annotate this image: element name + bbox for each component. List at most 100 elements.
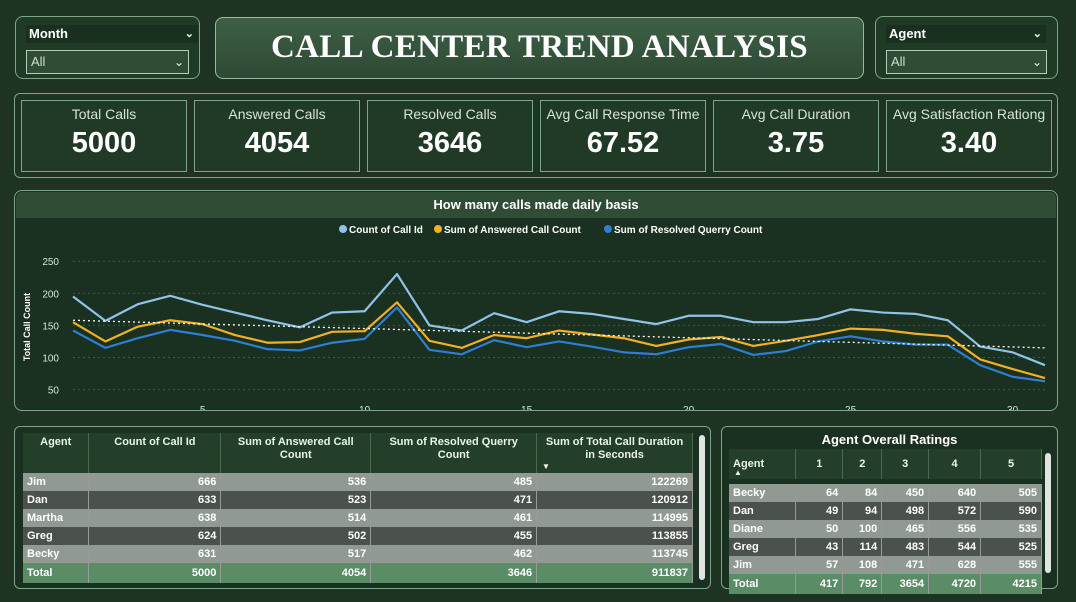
sort-ascending-icon[interactable]: ▲ (734, 468, 742, 477)
table-cell: 523 (220, 491, 372, 509)
table-scrollbar[interactable] (1045, 453, 1051, 573)
agent-dropdown[interactable]: All ⌄ (886, 50, 1047, 74)
table-cell: 94 (842, 502, 883, 520)
table-cell: 50 (795, 520, 844, 538)
chevron-down-icon[interactable]: ⌄ (1031, 55, 1042, 69)
table-cell: 57 (795, 556, 844, 574)
ratings-table-title: Agent Overall Ratings (821, 432, 958, 447)
column-header[interactable]: 5 (980, 449, 1042, 479)
table-row[interactable]: Greg 624 502 455 113855 (23, 527, 693, 545)
table-cell: 64 (795, 484, 844, 502)
table-cell: 544 (928, 538, 982, 556)
table-row[interactable]: Becky 64 84 450 640 505 (729, 484, 1042, 502)
daily-calls-chart: How many calls made daily basis 50 100 150… (14, 190, 1058, 411)
agent-dropdown-value: All (891, 54, 906, 69)
kpi-label: Avg Call Duration (741, 106, 851, 122)
chevron-down-icon[interactable]: ⌄ (184, 28, 194, 40)
column-header[interactable]: Count of Call Id (88, 433, 222, 473)
table-cell: Total (729, 574, 797, 594)
series-line (72, 301, 1046, 380)
chevron-down-icon[interactable]: ⌄ (1032, 28, 1042, 40)
x-tick-label: 30 (1007, 405, 1019, 410)
table-cell: 120912 (536, 491, 693, 509)
table-cell: 556 (928, 520, 982, 538)
kpi-value: 3.40 (940, 127, 998, 159)
table-cell: Total (23, 563, 90, 583)
table-cell: 535 (980, 520, 1042, 538)
table-cell: Greg (23, 527, 90, 545)
kpi-label: Total Calls (71, 106, 137, 122)
table-cell: 633 (88, 491, 222, 509)
table-row[interactable]: Martha 638 514 461 114995 (23, 509, 693, 527)
kpi-avg-response-time: Avg Call Response Time 67.52 (540, 100, 706, 172)
table-cell: 502 (220, 527, 372, 545)
column-header[interactable]: 1 (795, 449, 844, 479)
table-cell: 483 (881, 538, 930, 556)
sort-descending-icon[interactable]: ▼ (542, 462, 550, 471)
table-row[interactable]: Becky 631 517 462 113745 (23, 545, 693, 563)
ratings-table: Agent ▲ 1 2 3 4 5 Becky 64 84 450 640 50… (729, 449, 1042, 594)
table-cell: 555 (980, 556, 1042, 574)
table-cell: 536 (220, 473, 372, 491)
month-dropdown[interactable]: All ⌄ (26, 50, 189, 74)
table-cell: 43 (795, 538, 844, 556)
legend-marker (434, 225, 442, 233)
kpi-avg-satisfaction: Avg Satisfaction Rationg 3.40 (886, 100, 1052, 172)
table-row[interactable]: Diane 50 100 465 556 535 (729, 520, 1042, 538)
table-cell: 84 (842, 484, 883, 502)
column-header[interactable]: Sum of Total Call Duration in Seconds (536, 433, 693, 473)
table-row[interactable]: Jim 666 536 485 122269 (23, 473, 693, 491)
table-cell: Dan (23, 491, 90, 509)
table-cell: 911837 (536, 563, 693, 583)
table-scrollbar[interactable] (699, 435, 705, 580)
agent-slicer-header[interactable]: Agent ⌄ (886, 25, 1046, 43)
legend-marker (604, 225, 612, 233)
page-title: CALL CENTER TREND ANALYSIS (271, 29, 808, 65)
table-cell: Jim (23, 473, 90, 491)
table-cell: 114 (842, 538, 883, 556)
table-cell: 631 (88, 545, 222, 563)
month-slicer-header[interactable]: Month ⌄ (26, 25, 198, 43)
table-row[interactable]: Dan 633 523 471 120912 (23, 491, 693, 509)
kpi-total-calls: Total Calls 5000 (21, 100, 187, 172)
dashboard-title-box: CALL CENTER TREND ANALYSIS (215, 17, 864, 79)
column-header[interactable]: 4 (928, 449, 982, 479)
month-slicer: Month ⌄ All ⌄ (15, 16, 200, 79)
table-cell: 417 (795, 574, 844, 594)
table-cell: Dan (729, 502, 797, 520)
trendline (72, 319, 1046, 349)
column-header[interactable]: 2 (842, 449, 883, 479)
y-tick-label: 250 (42, 257, 59, 268)
table-row[interactable]: Greg 43 114 483 544 525 (729, 538, 1042, 556)
table-cell: 461 (370, 509, 538, 527)
column-header[interactable]: Sum of Answered Call Count (220, 433, 372, 473)
table-cell: 450 (881, 484, 930, 502)
kpi-value: 3646 (417, 127, 483, 159)
table-row[interactable]: Dan 49 94 498 572 590 (729, 502, 1042, 520)
kpi-container (14, 93, 1058, 178)
column-header[interactable]: Agent (23, 433, 90, 473)
table-cell: 505 (980, 484, 1042, 502)
table-cell: 108 (842, 556, 883, 574)
table-cell: 100 (842, 520, 883, 538)
column-header-label: Agent (733, 457, 765, 470)
chevron-down-icon[interactable]: ⌄ (173, 55, 184, 69)
table-cell: Martha (23, 509, 90, 527)
table-cell: 113745 (536, 545, 693, 563)
kpi-avg-call-duration: Avg Call Duration 3.75 (713, 100, 879, 172)
table-cell: 628 (928, 556, 982, 574)
month-dropdown-value: All (31, 54, 46, 69)
y-tick-label: 100 (42, 353, 59, 364)
y-tick-label: 200 (42, 289, 59, 300)
table-cell: 455 (370, 527, 538, 545)
column-header[interactable]: Sum of Resolved Querry Count (370, 433, 538, 473)
legend-entry: Count of Call Id (349, 225, 423, 236)
y-axis-label: Total Call Count (22, 293, 32, 361)
column-header[interactable]: 3 (881, 449, 930, 479)
table-row[interactable]: Jim 57 108 471 628 555 (729, 556, 1042, 574)
kpi-label: Answered Calls (228, 106, 326, 122)
x-tick-label: 15 (521, 405, 533, 410)
agent-table: Agent Count of Call Id Sum of Answered C… (23, 433, 693, 583)
agent-table-panel: Agent Count of Call Id Sum of Answered C… (14, 426, 711, 589)
column-header[interactable]: Agent ▲ (729, 449, 797, 479)
